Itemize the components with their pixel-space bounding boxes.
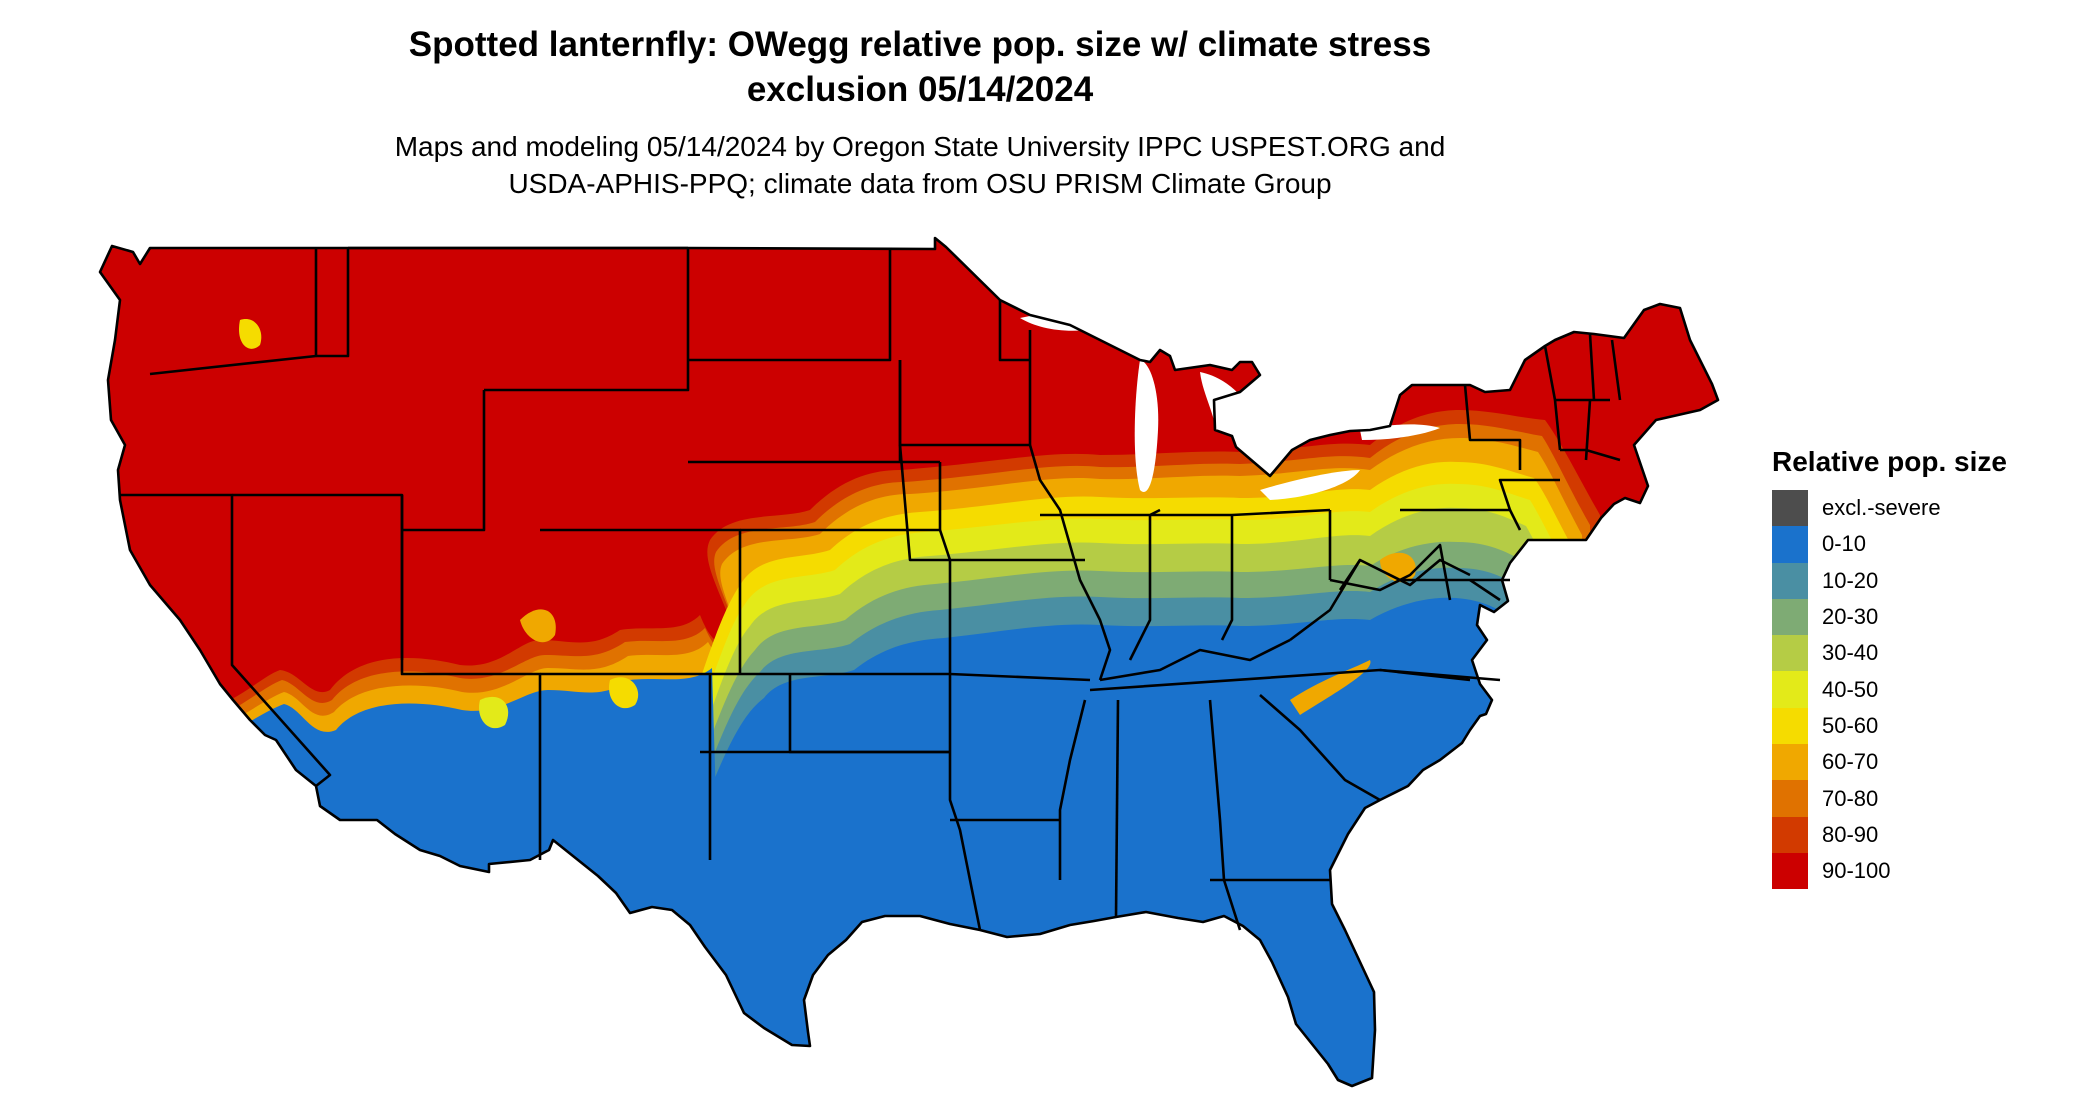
legend-row: 0-10 — [1772, 526, 2007, 563]
legend-swatch — [1772, 490, 1808, 527]
map-title: Spotted lanternfly: OWegg relative pop. … — [0, 22, 1840, 112]
legend-swatch — [1772, 635, 1808, 672]
map-title-line-1: Spotted lanternfly: OWegg relative pop. … — [408, 25, 1432, 64]
map-subtitle: Maps and modeling 05/14/2024 by Oregon S… — [0, 128, 1840, 202]
legend-swatch — [1772, 707, 1808, 745]
legend-label: excl.-severe — [1822, 495, 1941, 521]
legend-swatch — [1772, 852, 1808, 890]
legend-swatch — [1772, 816, 1808, 853]
legend-row: 20-30 — [1772, 598, 2007, 636]
great-lakes — [1020, 300, 1440, 500]
legend-row: 10-20 — [1772, 562, 2007, 599]
legend-swatch — [1772, 671, 1808, 708]
legend-row: 50-60 — [1772, 707, 2007, 745]
map-subtitle-line-2: USDA-APHIS-PPQ; climate data from OSU PR… — [508, 168, 1332, 199]
legend-label: 40-50 — [1822, 676, 1879, 702]
legend-swatch — [1772, 780, 1808, 817]
legend-row: 40-50 — [1772, 671, 2007, 708]
legend-label: 80-90 — [1822, 821, 1879, 847]
state-boundaries — [98, 236, 1720, 1088]
legend-label: 20-30 — [1822, 604, 1879, 630]
legend-label: 70-80 — [1822, 785, 1879, 811]
legend-label: 90-100 — [1822, 858, 1891, 884]
legend-swatch — [1772, 562, 1808, 599]
legend-row: excl.-severe — [1772, 490, 2007, 527]
legend-label: 30-40 — [1822, 640, 1879, 666]
legend-items: excl.-severe 0-10 10-20 20-30 30-40 40-50 50-6… — [1772, 490, 2007, 890]
legend-label: 10-20 — [1822, 567, 1879, 593]
legend-label: 50-60 — [1822, 712, 1879, 738]
legend-row: 60-70 — [1772, 744, 2007, 781]
map-title-line-2: exclusion 05/14/2024 — [746, 70, 1094, 109]
legend-swatch — [1772, 526, 1808, 563]
map-legend: Relative pop. size excl.-severe 0-10 10-20… — [1772, 446, 2007, 890]
legend-row: 30-40 — [1772, 635, 2007, 672]
legend-row: 90-100 — [1772, 852, 2007, 890]
legend-label: 0-10 — [1822, 531, 1867, 557]
map-subtitle-line-1: Maps and modeling 05/14/2024 by Oregon S… — [394, 131, 1446, 162]
legend-title: Relative pop. size — [1772, 446, 2007, 477]
legend-swatch — [1772, 598, 1808, 636]
legend-swatch — [1772, 744, 1808, 781]
legend-label: 60-70 — [1822, 749, 1879, 775]
legend-row: 70-80 — [1772, 780, 2007, 817]
legend-row: 80-90 — [1772, 816, 2007, 853]
